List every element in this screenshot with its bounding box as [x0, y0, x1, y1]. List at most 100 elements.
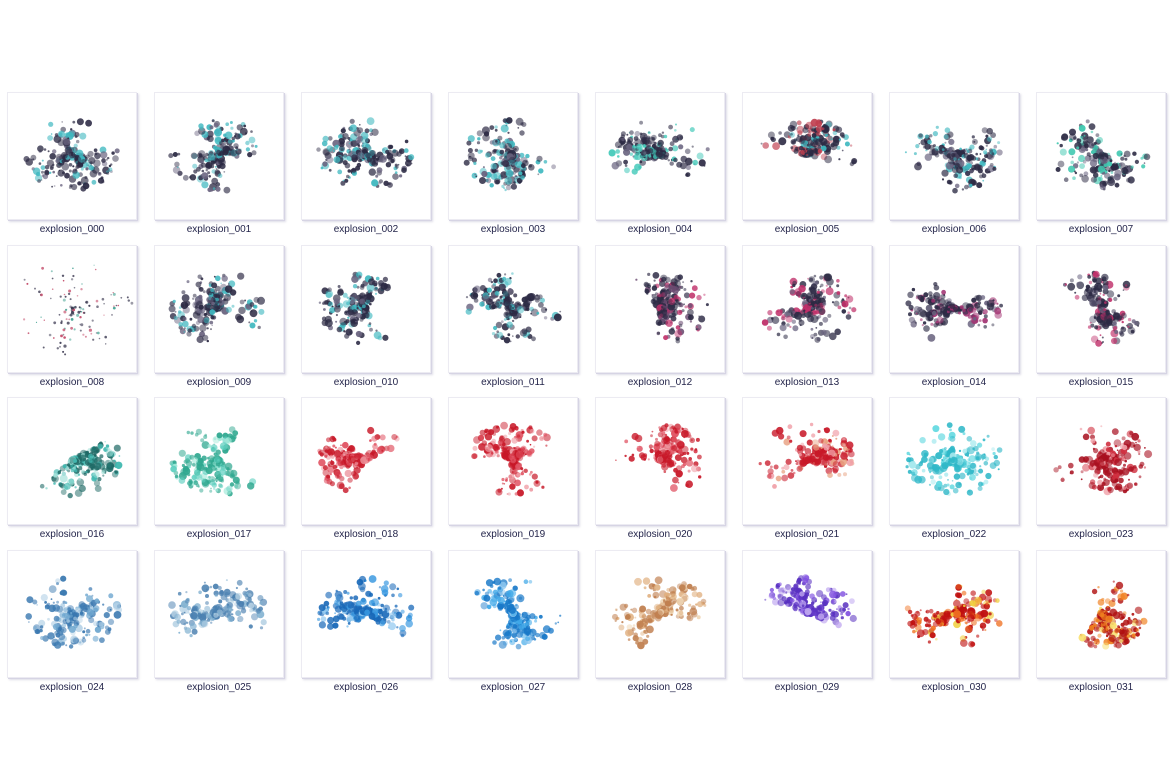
particle [802, 148, 805, 151]
file-name: explosion_002 [333, 224, 399, 235]
particle [661, 131, 665, 134]
particle [341, 459, 347, 466]
particle [687, 469, 691, 473]
particle [667, 159, 670, 162]
particle [846, 459, 854, 467]
particle [776, 332, 781, 336]
particle [614, 141, 622, 149]
particle [114, 148, 120, 154]
particle [230, 126, 234, 130]
particle [947, 479, 949, 481]
particle [775, 308, 783, 316]
particle [817, 148, 823, 154]
particle [468, 156, 473, 162]
particle [205, 169, 208, 172]
particle [350, 293, 358, 301]
particle [67, 292, 71, 295]
particle [236, 149, 238, 151]
particle [906, 451, 910, 456]
particle [43, 319, 45, 321]
particle [675, 324, 681, 330]
particle [1069, 133, 1077, 141]
particle [958, 176, 962, 180]
particle [986, 127, 993, 135]
particle [790, 133, 793, 136]
particle [80, 287, 83, 290]
particle [636, 446, 639, 448]
particle [1097, 165, 1105, 173]
particle [797, 134, 800, 137]
particle [773, 464, 779, 470]
particle [504, 272, 507, 275]
particle [1095, 133, 1100, 137]
particle [967, 159, 970, 162]
particle [223, 297, 227, 301]
particle [44, 165, 50, 170]
particle [974, 302, 981, 309]
particle [1087, 274, 1092, 279]
particle [195, 473, 203, 481]
particle [941, 289, 946, 295]
file-name: explosion_019 [480, 529, 546, 540]
particle [952, 187, 958, 194]
particle [88, 157, 96, 165]
particle [1120, 156, 1125, 161]
particle [677, 273, 683, 280]
particle [822, 443, 827, 448]
particle [1098, 176, 1103, 182]
particle [809, 277, 814, 282]
particle [1076, 146, 1080, 150]
particle [500, 421, 508, 430]
particle [506, 296, 513, 302]
particle [679, 302, 684, 307]
particle [812, 293, 818, 299]
particle [829, 332, 837, 340]
particle [244, 299, 247, 301]
particle [211, 482, 217, 488]
particle [987, 165, 995, 173]
particle [206, 479, 211, 484]
particle [1086, 136, 1094, 144]
particle [1101, 273, 1109, 281]
particle [1113, 161, 1117, 165]
particle [528, 164, 535, 171]
particle [670, 484, 678, 492]
particle [944, 141, 947, 144]
particle [321, 140, 328, 147]
particle [23, 278, 26, 281]
particle [210, 164, 215, 169]
thumbnail [7, 244, 137, 373]
particle [204, 158, 208, 163]
particle [42, 346, 45, 348]
particle [971, 155, 977, 161]
particle [1095, 276, 1103, 284]
particle [249, 322, 256, 328]
particle [178, 305, 182, 309]
particle [71, 183, 78, 191]
particle [507, 317, 510, 320]
particle [64, 146, 72, 154]
particle [996, 149, 1003, 156]
particle [234, 482, 242, 490]
particle [74, 469, 78, 473]
particle [940, 321, 944, 325]
particle [1090, 130, 1094, 134]
particle [214, 169, 220, 175]
particle [494, 128, 498, 132]
particle [958, 311, 961, 314]
particle [703, 164, 706, 167]
particle [808, 455, 816, 463]
particle [333, 468, 341, 476]
particle [224, 144, 229, 149]
particle [975, 294, 983, 301]
particle [376, 446, 385, 455]
file-name: explosion_017 [186, 529, 252, 540]
particle [209, 489, 213, 493]
particle [796, 120, 802, 126]
particle [1056, 142, 1059, 145]
particle [691, 145, 694, 148]
particle [168, 153, 174, 159]
particle [183, 330, 186, 333]
particle [60, 489, 67, 495]
particle [918, 142, 921, 145]
